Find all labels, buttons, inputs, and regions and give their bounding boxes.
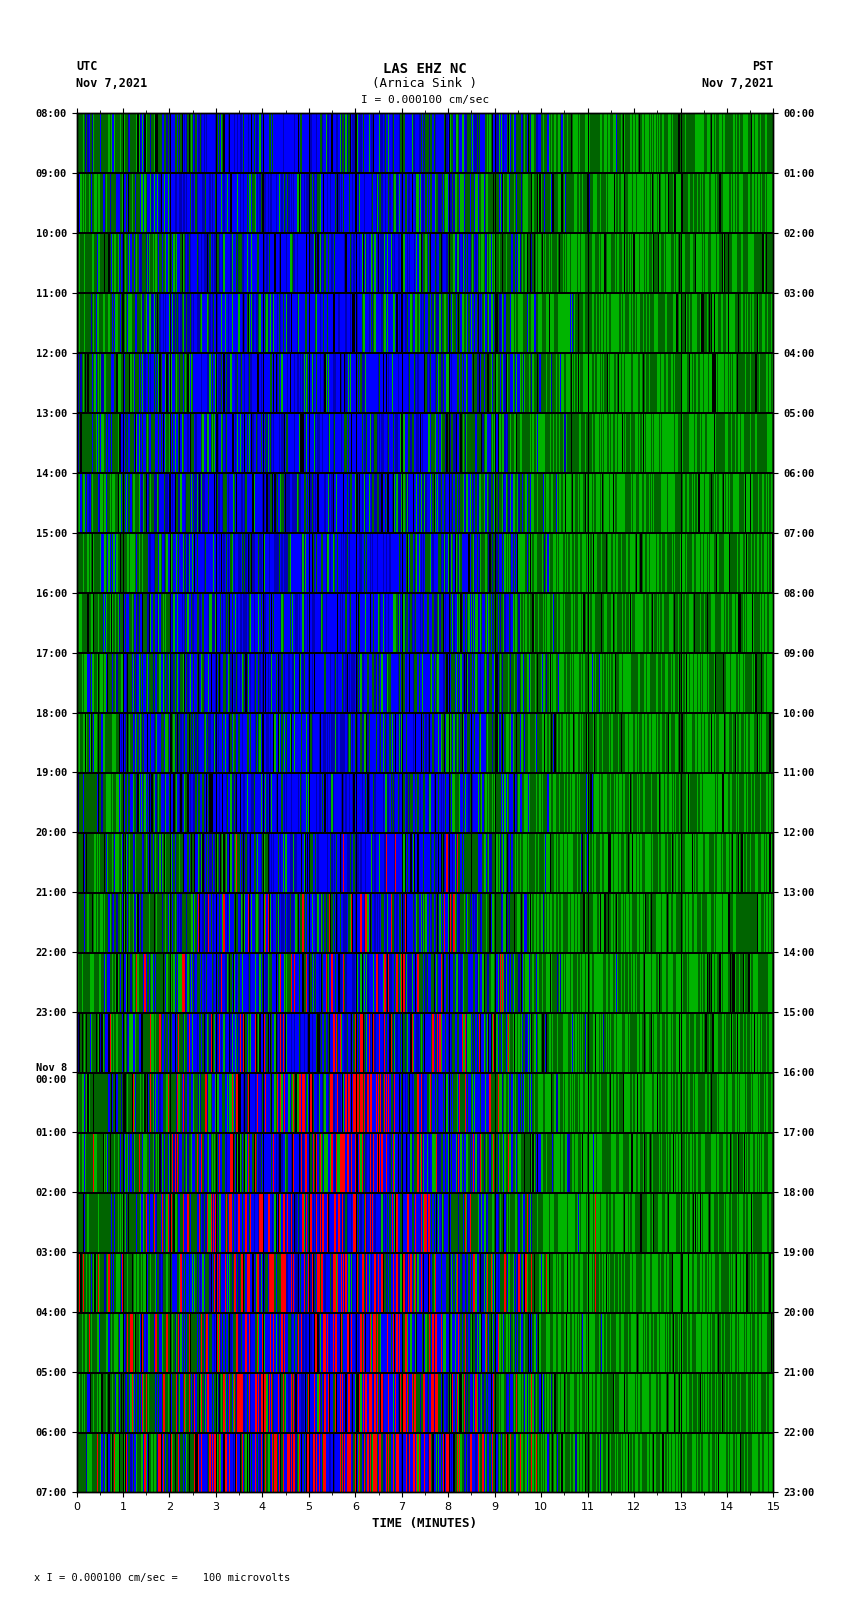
- Text: I = 0.000100 cm/sec: I = 0.000100 cm/sec: [361, 95, 489, 105]
- Text: x I = 0.000100 cm/sec =    100 microvolts: x I = 0.000100 cm/sec = 100 microvolts: [34, 1573, 290, 1582]
- Text: LAS EHZ NC: LAS EHZ NC: [383, 61, 467, 76]
- Text: PST: PST: [752, 60, 774, 74]
- Text: Nov 7,2021: Nov 7,2021: [76, 76, 148, 90]
- Text: Nov 7,2021: Nov 7,2021: [702, 76, 774, 90]
- X-axis label: TIME (MINUTES): TIME (MINUTES): [372, 1518, 478, 1531]
- Text: UTC: UTC: [76, 60, 98, 74]
- Text: (Arnica Sink ): (Arnica Sink ): [372, 77, 478, 90]
